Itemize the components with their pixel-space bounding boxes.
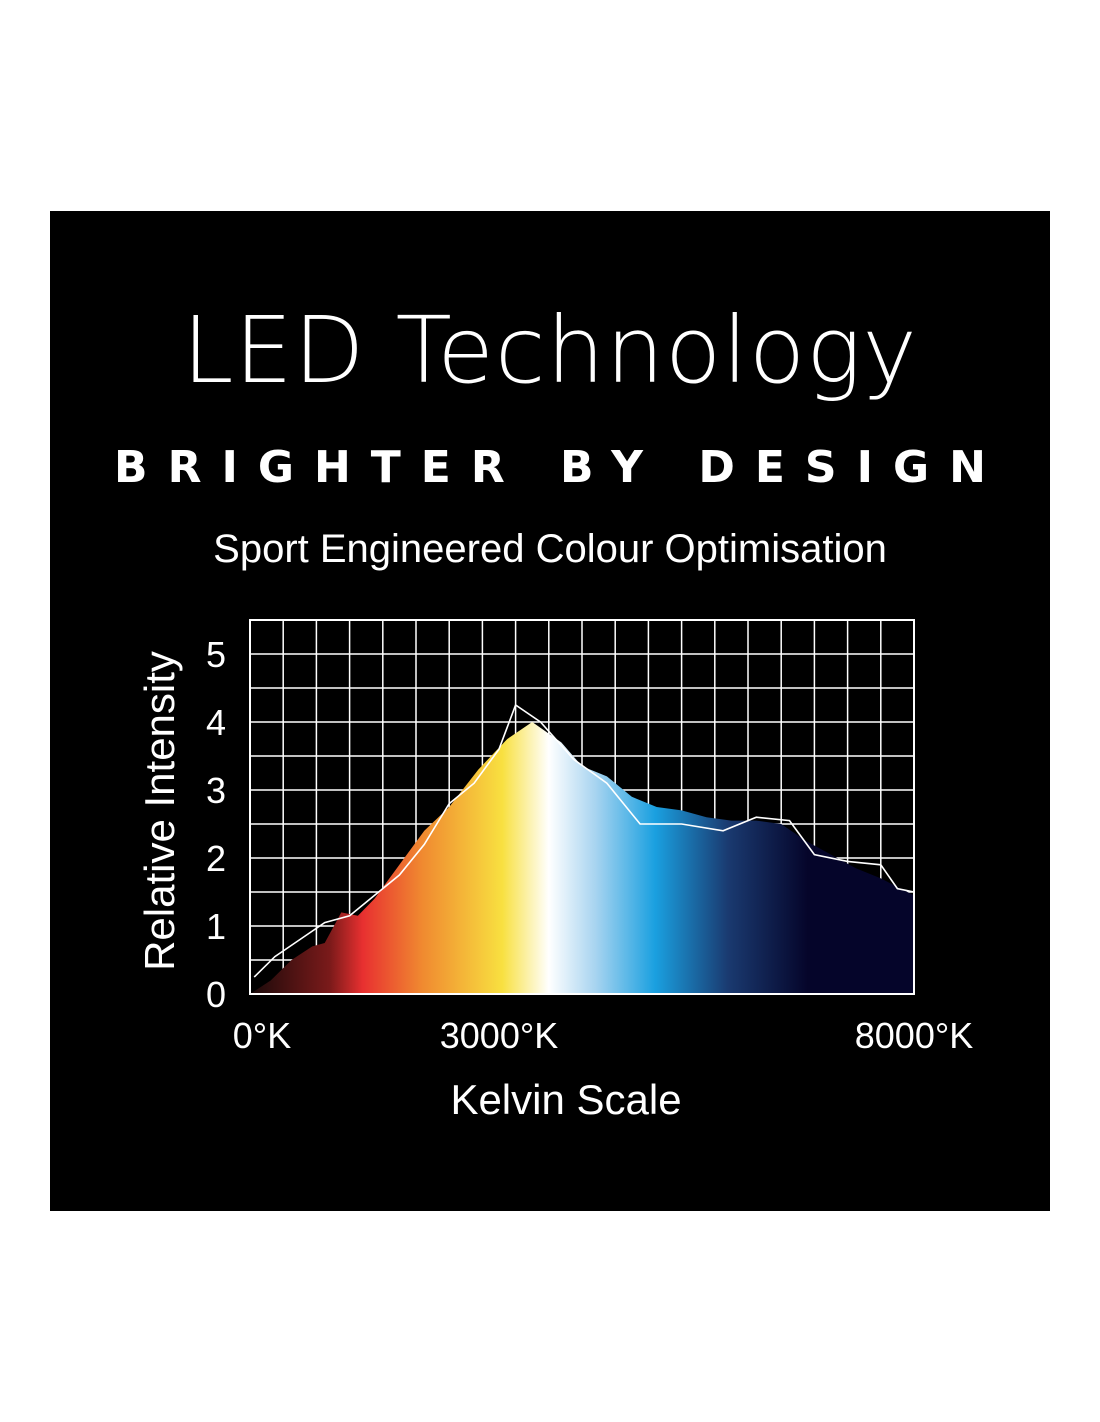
spectrum-chart: 0 1 2 3 4 5 0°K 3000°K 8000°K Relative Intensit… [136, 619, 973, 1123]
y-tick-label: 3 [206, 770, 226, 811]
y-tick-label: 5 [206, 634, 226, 675]
y-tick-labels: 0 1 2 3 4 5 [206, 634, 226, 1015]
y-tick-label: 1 [206, 906, 226, 947]
y-tick-label: 2 [206, 838, 226, 879]
y-tick-label: 4 [206, 702, 226, 743]
x-tick-label: 3000°K [440, 1015, 559, 1056]
spectrum-area [250, 722, 914, 994]
y-tick-label: 0 [206, 974, 226, 1015]
page-title: LED Technology [182, 297, 918, 404]
page-tagline: Sport Engineered Colour Optimisation [213, 527, 887, 571]
x-tick-label: 0°K [233, 1015, 291, 1056]
y-axis-label: Relative Intensity [136, 651, 183, 971]
led-technology-panel: 0 1 2 3 4 5 0°K 3000°K 8000°K Relative Intensit… [50, 211, 1050, 1211]
plot-border [249, 619, 915, 995]
x-axis-label: Kelvin Scale [450, 1076, 681, 1123]
page-subtitle: BRIGHTER BY DESIGN [114, 442, 1006, 493]
x-tick-label: 8000°K [855, 1015, 974, 1056]
x-tick-labels: 0°K 3000°K 8000°K [233, 1015, 973, 1056]
spectrum-line [253, 703, 915, 978]
